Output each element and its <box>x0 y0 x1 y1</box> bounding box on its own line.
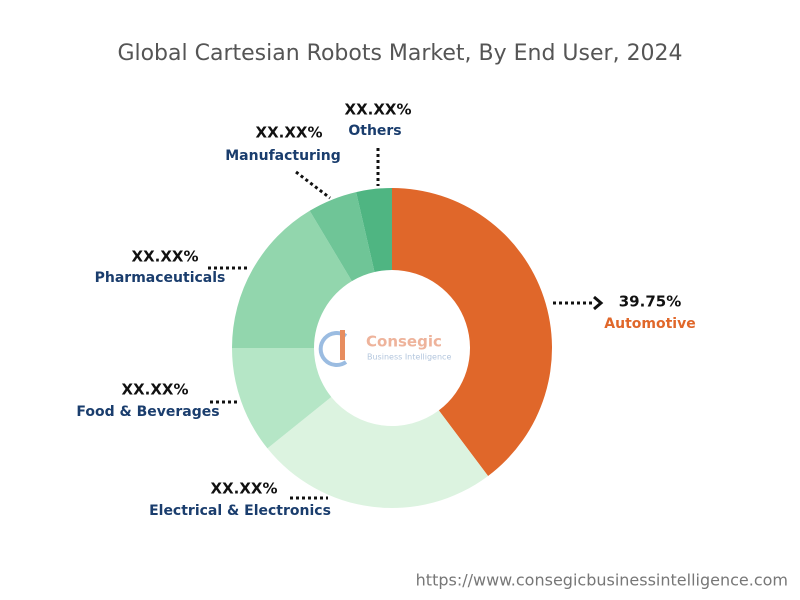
source-url: https://www.consegicbusinessintelligence… <box>416 571 788 590</box>
watermark: Consegic Business Intelligence <box>318 330 451 367</box>
value-label: XX.XX% <box>256 124 323 142</box>
watermark-tagline: Business Intelligence <box>367 353 451 362</box>
slice <box>356 188 392 272</box>
category-label: Manufacturing <box>225 148 341 164</box>
leader-line <box>295 170 331 200</box>
category-label: Electrical & Electronics <box>149 503 331 519</box>
value-label: XX.XX% <box>345 101 412 119</box>
category-label: Others <box>348 123 401 139</box>
logo-arc <box>318 331 348 367</box>
leaders <box>208 148 604 500</box>
category-label: Automotive <box>604 316 695 332</box>
slice <box>267 396 489 509</box>
leader-arrow <box>593 295 604 311</box>
watermark-brand: Consegic <box>366 333 442 351</box>
slice <box>232 348 332 449</box>
logo-bar <box>340 330 345 360</box>
slice <box>392 188 552 476</box>
value-label: XX.XX% <box>132 248 199 266</box>
chart-title: Global Cartesian Robots Market, By End U… <box>117 41 682 66</box>
category-label: Pharmaceuticals <box>95 270 226 286</box>
value-label: XX.XX% <box>211 480 278 498</box>
slice <box>309 192 375 282</box>
value-label: 39.75% <box>619 293 681 311</box>
donut <box>232 188 552 509</box>
category-label: Food & Beverages <box>76 404 219 420</box>
slice <box>232 210 352 348</box>
value-label: XX.XX% <box>122 381 189 399</box>
